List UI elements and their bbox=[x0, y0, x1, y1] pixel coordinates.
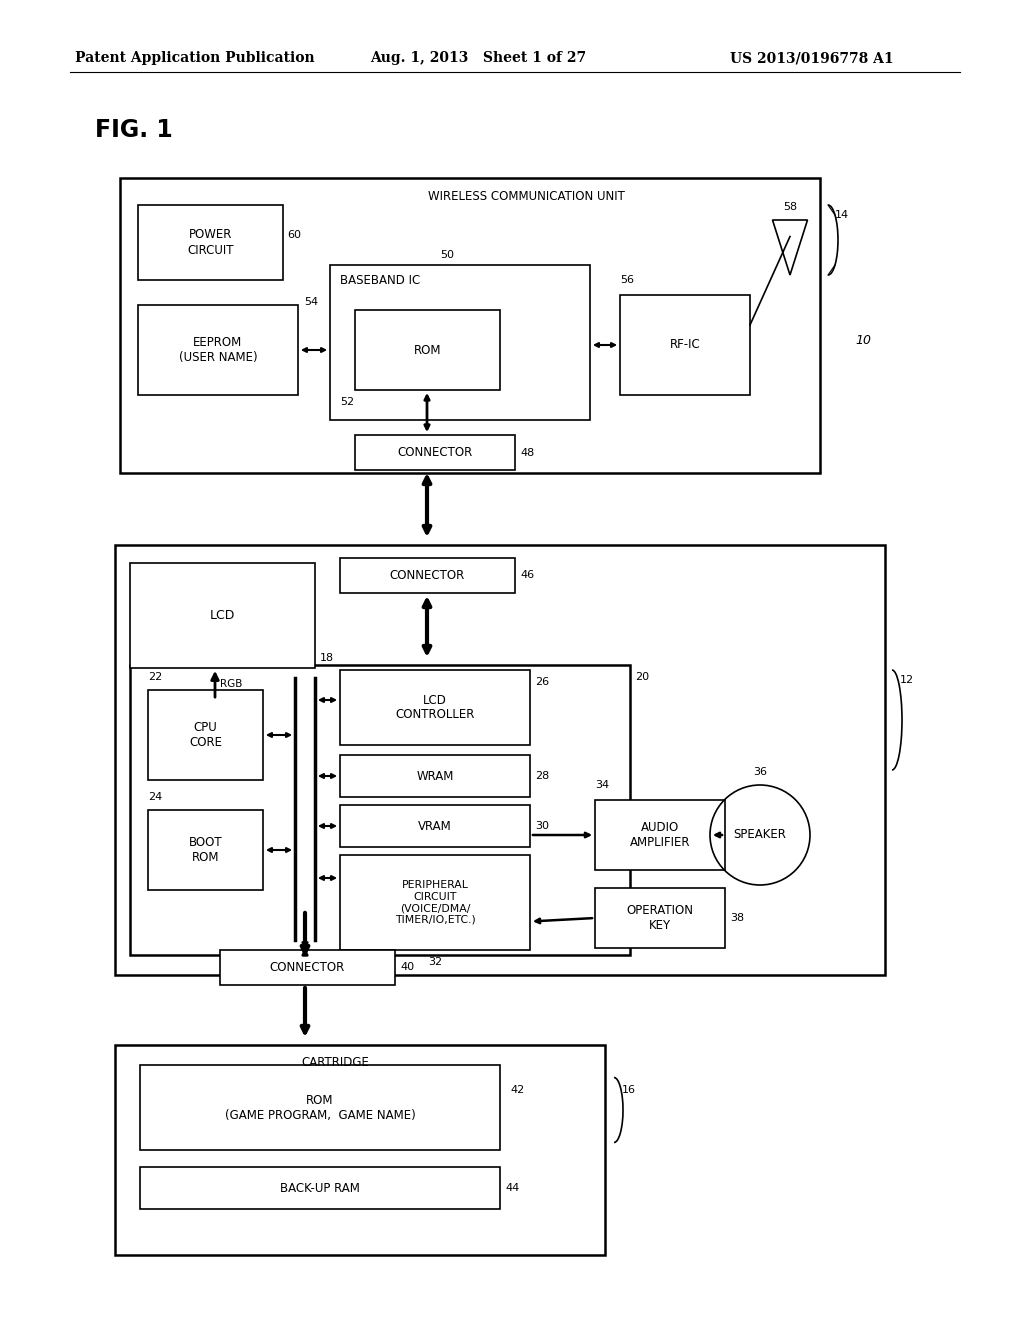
Text: CONNECTOR: CONNECTOR bbox=[397, 446, 473, 459]
Text: Aug. 1, 2013   Sheet 1 of 27: Aug. 1, 2013 Sheet 1 of 27 bbox=[370, 51, 586, 65]
Text: 12: 12 bbox=[900, 675, 914, 685]
Bar bbox=[220, 950, 395, 985]
Text: LCD: LCD bbox=[210, 609, 236, 622]
Text: BASEBAND IC: BASEBAND IC bbox=[340, 275, 420, 288]
Text: 10: 10 bbox=[855, 334, 871, 346]
Text: 56: 56 bbox=[620, 275, 634, 285]
Text: Patent Application Publication: Patent Application Publication bbox=[75, 51, 314, 65]
Text: 38: 38 bbox=[730, 913, 744, 923]
Text: 40: 40 bbox=[400, 962, 414, 973]
Bar bbox=[340, 855, 530, 950]
Text: 34: 34 bbox=[595, 780, 609, 789]
Bar bbox=[115, 545, 885, 975]
Text: SPEAKER: SPEAKER bbox=[733, 829, 786, 842]
Text: 22: 22 bbox=[148, 672, 162, 682]
Text: FIG. 1: FIG. 1 bbox=[95, 117, 173, 143]
Bar bbox=[340, 671, 530, 744]
Bar bbox=[140, 1065, 500, 1150]
Bar bbox=[138, 205, 283, 280]
Bar bbox=[115, 1045, 605, 1255]
Text: 18: 18 bbox=[319, 653, 334, 663]
Text: 54: 54 bbox=[304, 297, 318, 308]
Bar bbox=[620, 294, 750, 395]
Text: 32: 32 bbox=[428, 957, 442, 968]
Text: OPERATION
KEY: OPERATION KEY bbox=[627, 904, 693, 932]
Text: 36: 36 bbox=[753, 767, 767, 777]
Bar bbox=[130, 665, 630, 954]
Text: 20: 20 bbox=[635, 672, 649, 682]
Text: 30: 30 bbox=[535, 821, 549, 832]
Bar bbox=[340, 755, 530, 797]
Text: 28: 28 bbox=[535, 771, 549, 781]
Text: 14: 14 bbox=[835, 210, 849, 220]
Bar bbox=[138, 305, 298, 395]
Text: CARTRIDGE: CARTRIDGE bbox=[301, 1056, 370, 1069]
Text: LCD
CONTROLLER: LCD CONTROLLER bbox=[395, 693, 475, 722]
Bar bbox=[355, 310, 500, 389]
Text: WIRELESS COMMUNICATION UNIT: WIRELESS COMMUNICATION UNIT bbox=[428, 190, 625, 202]
Bar bbox=[595, 800, 725, 870]
Text: BACK-UP RAM: BACK-UP RAM bbox=[280, 1181, 360, 1195]
Text: POWER
CIRCUIT: POWER CIRCUIT bbox=[187, 228, 233, 256]
Text: CPU
CORE: CPU CORE bbox=[189, 721, 222, 748]
Text: 24: 24 bbox=[148, 792, 162, 803]
Text: 60: 60 bbox=[287, 230, 301, 240]
Text: 42: 42 bbox=[510, 1085, 524, 1096]
Bar bbox=[148, 810, 263, 890]
Text: CONNECTOR: CONNECTOR bbox=[390, 569, 465, 582]
Text: RGB: RGB bbox=[220, 678, 243, 689]
Text: 50: 50 bbox=[440, 249, 454, 260]
Bar bbox=[340, 805, 530, 847]
Text: US 2013/0196778 A1: US 2013/0196778 A1 bbox=[730, 51, 894, 65]
Text: ROM
(GAME PROGRAM,  GAME NAME): ROM (GAME PROGRAM, GAME NAME) bbox=[224, 1093, 416, 1122]
Bar bbox=[120, 178, 820, 473]
Text: PERIPHERAL
CIRCUIT
(VOICE/DMA/
TIMER/IO,ETC.): PERIPHERAL CIRCUIT (VOICE/DMA/ TIMER/IO,… bbox=[394, 880, 475, 925]
Bar bbox=[140, 1167, 500, 1209]
Text: WRAM: WRAM bbox=[417, 770, 454, 783]
Text: 16: 16 bbox=[622, 1085, 636, 1096]
Text: EEPROM
(USER NAME): EEPROM (USER NAME) bbox=[178, 337, 257, 364]
Text: 46: 46 bbox=[520, 570, 535, 581]
Text: BOOT
ROM: BOOT ROM bbox=[188, 836, 222, 865]
Bar bbox=[330, 265, 590, 420]
Bar bbox=[355, 436, 515, 470]
Text: RF-IC: RF-IC bbox=[670, 338, 700, 351]
Bar bbox=[340, 558, 515, 593]
Bar bbox=[148, 690, 263, 780]
Bar bbox=[130, 564, 315, 668]
Text: 58: 58 bbox=[783, 202, 797, 213]
Text: CONNECTOR: CONNECTOR bbox=[270, 961, 345, 974]
Text: 48: 48 bbox=[520, 447, 535, 458]
Text: 44: 44 bbox=[505, 1183, 519, 1193]
Text: 52: 52 bbox=[340, 397, 354, 407]
Bar bbox=[595, 888, 725, 948]
Text: AUDIO
AMPLIFIER: AUDIO AMPLIFIER bbox=[630, 821, 690, 849]
Text: ROM: ROM bbox=[414, 343, 441, 356]
Text: 26: 26 bbox=[535, 677, 549, 686]
Text: VRAM: VRAM bbox=[418, 820, 452, 833]
